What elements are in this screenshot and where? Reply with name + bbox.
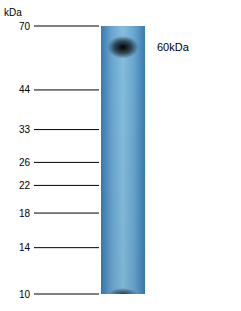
ladder-tick xyxy=(34,162,99,163)
ladder-label: 22 xyxy=(19,180,31,191)
chart-container: 70 44 33 26 22 18 14 10 kDa 60kDa xyxy=(0,0,241,311)
gel-lane-shade xyxy=(101,26,145,294)
gel-band xyxy=(109,288,138,294)
ladder-label: 18 xyxy=(19,208,31,219)
ladder-tick xyxy=(34,247,99,248)
ladder-label: 44 xyxy=(19,84,31,95)
ladder-tick xyxy=(34,185,99,186)
ladder-tick xyxy=(34,89,99,90)
chart-svg: 70 44 33 26 22 18 14 10 kDa 60kDa xyxy=(0,0,241,311)
ladder-tick xyxy=(34,129,99,130)
ladder-tick xyxy=(34,213,99,214)
gel-lane xyxy=(101,26,145,294)
gel-band xyxy=(108,36,139,59)
ladder-label: 26 xyxy=(19,157,31,168)
ladder-label: 70 xyxy=(19,21,31,32)
bands xyxy=(108,36,139,294)
ladder-tick xyxy=(34,26,99,27)
ladder-tick xyxy=(34,294,99,295)
ladder-label: 33 xyxy=(19,124,31,135)
ladder-label: 10 xyxy=(19,289,31,300)
ladder-label: 14 xyxy=(19,242,31,253)
band-label: 60kDa xyxy=(157,41,190,53)
axis-label: kDa xyxy=(4,7,22,18)
